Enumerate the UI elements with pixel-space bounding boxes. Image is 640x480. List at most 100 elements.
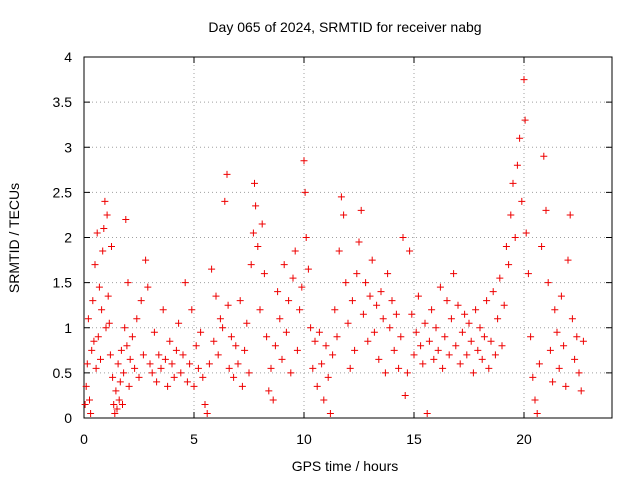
x-tick-label: 10	[296, 431, 312, 447]
data-point	[181, 279, 189, 287]
data-point	[256, 306, 264, 314]
data-point	[368, 256, 376, 264]
data-point	[313, 382, 321, 390]
data-point	[452, 342, 460, 350]
data-point	[467, 337, 475, 345]
data-point	[260, 270, 268, 278]
data-point	[123, 342, 131, 350]
data-point	[529, 373, 537, 381]
data-point	[194, 364, 202, 372]
data-point	[351, 346, 359, 354]
x-tick-label: 15	[406, 431, 422, 447]
data-point	[103, 211, 111, 219]
data-point	[168, 360, 176, 368]
data-point	[463, 351, 471, 359]
data-point	[381, 369, 389, 377]
data-point	[243, 319, 251, 327]
data-point	[280, 261, 288, 269]
data-point	[494, 315, 502, 323]
data-point	[564, 256, 572, 264]
data-point	[399, 234, 407, 241]
data-point	[251, 179, 258, 187]
data-point	[544, 279, 552, 287]
data-point	[98, 306, 106, 314]
data-point	[478, 355, 486, 363]
data-point	[105, 319, 113, 327]
data-point	[148, 369, 156, 377]
data-point	[100, 224, 108, 232]
data-point	[498, 342, 506, 350]
data-point	[122, 215, 130, 223]
data-point	[377, 288, 385, 296]
data-point	[425, 337, 433, 345]
data-point	[315, 328, 323, 336]
data-point	[344, 319, 352, 327]
data-point	[197, 328, 205, 336]
data-point	[265, 387, 273, 395]
data-point	[355, 238, 363, 246]
data-point	[179, 351, 187, 359]
y-axis-label: SRMTID / TECUs	[6, 183, 22, 293]
data-point	[101, 197, 109, 205]
data-point	[302, 234, 310, 241]
data-point	[454, 301, 462, 309]
data-point	[560, 342, 568, 350]
data-point	[157, 364, 165, 372]
data-point	[353, 270, 361, 278]
data-point	[335, 247, 343, 255]
data-point	[575, 369, 583, 377]
data-point	[214, 351, 222, 359]
data-point	[417, 342, 425, 350]
ticks	[83, 56, 612, 419]
data-point	[225, 364, 233, 372]
data-point	[489, 288, 497, 296]
data-point	[90, 337, 98, 345]
data-point	[443, 297, 451, 305]
data-point	[412, 328, 420, 336]
data-point	[469, 369, 477, 377]
y-tick-label: 0	[64, 410, 72, 426]
data-point	[86, 396, 93, 404]
data-point	[500, 301, 508, 309]
data-point	[410, 351, 418, 359]
data-point	[133, 315, 141, 323]
data-point	[342, 279, 350, 287]
data-point	[142, 256, 150, 264]
data-point	[447, 315, 455, 323]
data-point	[291, 247, 299, 255]
data-point	[153, 378, 161, 386]
data-point	[221, 197, 229, 205]
y-tick-label: 3.5	[53, 94, 73, 110]
data-point	[366, 292, 374, 300]
data-point	[445, 351, 453, 359]
data-point	[568, 315, 576, 323]
data-point	[304, 265, 312, 273]
data-point	[320, 396, 328, 404]
data-point	[507, 211, 515, 219]
data-point	[419, 360, 427, 368]
data-point	[485, 364, 493, 372]
data-point	[491, 351, 499, 359]
data-point	[110, 400, 118, 408]
data-point	[487, 337, 495, 345]
data-point	[571, 355, 579, 363]
data-point	[276, 315, 284, 323]
data-point	[155, 351, 163, 359]
data-point	[551, 306, 559, 314]
data-point	[505, 261, 513, 269]
data-point	[97, 355, 104, 363]
data-point	[109, 373, 117, 381]
data-point	[252, 202, 260, 210]
data-point	[267, 364, 275, 372]
data-point	[258, 220, 266, 228]
data-point	[562, 382, 570, 390]
data-point	[546, 346, 554, 354]
data-point	[340, 211, 348, 219]
x-tick-label: 0	[80, 431, 88, 447]
data-point	[241, 346, 249, 354]
data-point	[224, 301, 232, 309]
data-point	[307, 324, 315, 332]
data-point	[128, 333, 136, 341]
data-point	[397, 333, 405, 341]
data-point	[318, 360, 326, 368]
